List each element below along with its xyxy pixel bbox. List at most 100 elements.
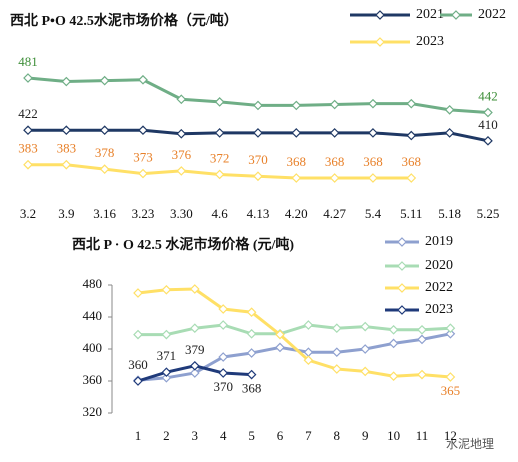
data-label: 360 (128, 357, 148, 372)
point-marker (253, 171, 263, 182)
point-marker (246, 307, 257, 318)
point-marker (246, 328, 257, 339)
point-marker (303, 347, 314, 358)
point-marker (417, 369, 427, 380)
legend-marker (451, 10, 461, 20)
point-marker (406, 98, 417, 109)
point-marker (331, 347, 342, 358)
x-tick-label: 6 (277, 428, 284, 443)
data-label: 422 (18, 106, 38, 121)
y-tick-label: 360 (83, 372, 103, 387)
x-tick-label: 4.27 (323, 206, 346, 221)
point-marker (61, 159, 72, 170)
point-marker (368, 128, 378, 138)
x-tick-label: 5.25 (477, 206, 500, 221)
x-tick-label: 5 (248, 428, 255, 443)
point-marker (214, 169, 225, 180)
point-marker (176, 94, 187, 105)
x-tick-label: 5.11 (400, 206, 422, 221)
x-tick-label: 3.9 (58, 206, 74, 221)
point-marker (138, 125, 148, 136)
data-label: 365 (441, 383, 461, 398)
point-marker (406, 173, 417, 183)
data-label: 373 (133, 150, 153, 165)
point-marker (161, 284, 172, 295)
legend-marker (397, 261, 407, 271)
point-marker (253, 128, 263, 138)
x-tick-label: 3.23 (132, 206, 155, 221)
point-marker (253, 100, 263, 111)
point-marker (331, 323, 342, 334)
x-tick-label: 7 (305, 428, 312, 443)
x-tick-label: 2 (163, 428, 170, 443)
x-tick-label: 11 (416, 428, 429, 443)
x-tick-label: 3.16 (93, 206, 116, 221)
point-marker (138, 168, 148, 179)
point-marker (246, 369, 257, 380)
legend-marker (397, 237, 407, 247)
legend-marker (397, 283, 407, 293)
chart-title: 西北 P•O 42.5水泥市场价格（元/吨） (10, 12, 238, 29)
legend-marker (375, 10, 385, 20)
point-marker (445, 323, 456, 334)
point-marker (176, 166, 187, 176)
x-tick-label: 4.20 (285, 206, 308, 221)
point-marker (445, 328, 456, 339)
y-tick-label: 440 (83, 308, 103, 323)
x-tick-label: 4.13 (247, 206, 270, 221)
point-marker (99, 75, 110, 86)
watermark: 水泥地理 (446, 437, 494, 451)
point-marker (23, 125, 33, 136)
point-marker (291, 100, 302, 111)
point-marker (61, 76, 72, 87)
point-marker (406, 130, 417, 141)
data-label: 376 (172, 147, 192, 162)
data-label: 410 (478, 117, 498, 132)
data-label: 378 (95, 145, 115, 160)
point-marker (99, 125, 110, 136)
x-tick-label: 3.2 (20, 206, 36, 221)
point-marker (133, 329, 143, 340)
point-marker (360, 321, 371, 332)
point-marker (189, 323, 200, 334)
point-marker (329, 128, 340, 138)
point-marker (275, 342, 285, 353)
data-label: 370 (213, 379, 233, 394)
x-tick-label: 3.30 (170, 206, 193, 221)
point-marker (483, 107, 493, 118)
data-label: 368 (363, 154, 383, 169)
point-marker (388, 338, 399, 349)
point-marker (417, 334, 427, 345)
point-marker (368, 98, 378, 109)
point-marker (218, 304, 229, 314)
x-tick-label: 5.18 (438, 206, 461, 221)
point-marker (189, 360, 200, 371)
data-label: 371 (157, 348, 177, 363)
point-marker (189, 284, 200, 294)
point-marker (218, 320, 229, 330)
point-marker (161, 367, 172, 378)
point-marker (388, 324, 399, 335)
data-label: 368 (242, 381, 262, 396)
point-marker (161, 329, 172, 340)
point-marker (189, 368, 200, 378)
point-marker (483, 135, 493, 146)
point-marker (417, 324, 427, 335)
data-label: 383 (57, 141, 77, 156)
data-label: 372 (210, 150, 230, 165)
legend-label: 2022 (425, 280, 453, 295)
data-label: 368 (325, 154, 345, 169)
point-marker (303, 355, 314, 366)
data-label: 368 (402, 154, 422, 169)
point-marker (61, 125, 72, 136)
y-tick-label: 320 (83, 404, 103, 419)
point-marker (218, 352, 229, 362)
point-marker (23, 159, 33, 170)
x-tick-label: 5.4 (365, 206, 382, 221)
point-marker (388, 371, 399, 382)
legend-label: 2019 (425, 234, 453, 249)
point-marker (303, 320, 314, 330)
point-marker (291, 128, 302, 138)
point-marker (444, 105, 455, 115)
